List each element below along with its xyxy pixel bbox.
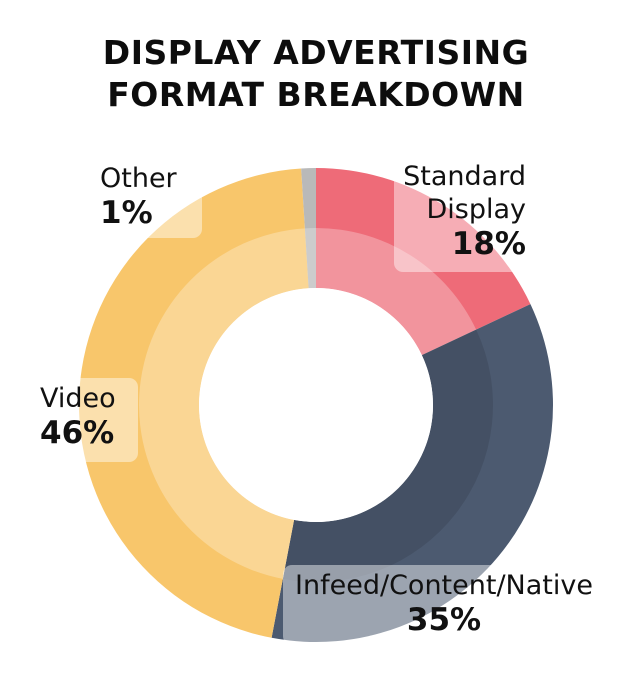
slice-video bbox=[79, 168, 309, 638]
slice-standard-display bbox=[316, 168, 531, 356]
slice-value-other: 1% bbox=[100, 195, 153, 231]
chart-title-line-2: FORMAT BREAKDOWN bbox=[107, 75, 525, 114]
slice-name-standard-display-line-1: Standard bbox=[403, 161, 526, 192]
slice-inner-band-video bbox=[138, 228, 309, 579]
slice-name-infeed: Infeed/Content/Native bbox=[295, 570, 593, 601]
slice-inner-band-standard-display bbox=[316, 228, 477, 356]
chart-title: DISPLAY ADVERTISING FORMAT BREAKDOWN bbox=[0, 32, 632, 116]
slice-label-video: Video 46% bbox=[40, 382, 116, 451]
label-bg-standard-display bbox=[394, 158, 534, 272]
donut-hole bbox=[199, 288, 433, 522]
label-bg-other bbox=[92, 160, 202, 238]
label-bg-video bbox=[32, 378, 138, 462]
slice-infeed bbox=[271, 304, 553, 642]
slice-label-standard-display: Standard Display 18% bbox=[398, 160, 526, 262]
slice-name-video: Video bbox=[40, 383, 116, 414]
slice-name-other: Other bbox=[100, 163, 177, 194]
slice-value-standard-display: 18% bbox=[451, 226, 526, 262]
donut-slices bbox=[79, 168, 553, 642]
slice-name-standard-display-line-2: Display bbox=[426, 194, 526, 225]
slice-inner-band-other bbox=[304, 228, 316, 289]
slice-inner-band-infeed bbox=[282, 329, 494, 582]
slice-label-infeed: Infeed/Content/Native 35% bbox=[283, 569, 605, 638]
slice-value-video: 46% bbox=[40, 415, 115, 451]
slice-label-other: Other 1% bbox=[100, 162, 177, 231]
chart-title-line-1: DISPLAY ADVERTISING bbox=[102, 33, 530, 72]
slice-other bbox=[301, 168, 316, 289]
slice-value-infeed: 35% bbox=[406, 602, 482, 638]
label-bg-infeed bbox=[283, 565, 605, 645]
